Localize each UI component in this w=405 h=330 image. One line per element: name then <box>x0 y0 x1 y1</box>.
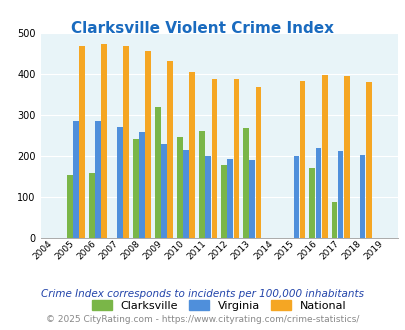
Bar <box>89 173 94 238</box>
Bar <box>183 149 189 238</box>
Bar <box>227 159 232 238</box>
Bar <box>139 132 145 238</box>
Bar <box>73 121 79 238</box>
Bar <box>67 175 72 238</box>
Bar <box>299 81 305 238</box>
Bar <box>101 44 107 238</box>
Bar <box>255 87 261 238</box>
Text: Clarksville Violent Crime Index: Clarksville Violent Crime Index <box>71 21 334 36</box>
Bar <box>321 75 327 238</box>
Bar <box>205 156 211 238</box>
Bar <box>243 128 248 238</box>
Legend: Clarksville, Virginia, National: Clarksville, Virginia, National <box>92 300 346 311</box>
Bar <box>249 160 254 238</box>
Bar <box>177 137 182 238</box>
Bar <box>331 202 337 238</box>
Bar <box>359 155 364 238</box>
Bar <box>117 127 123 238</box>
Bar <box>221 165 226 238</box>
Bar <box>95 121 100 238</box>
Bar <box>189 72 195 238</box>
Bar <box>337 151 343 238</box>
Bar <box>315 148 320 238</box>
Bar <box>211 79 217 238</box>
Bar <box>133 139 139 238</box>
Text: Crime Index corresponds to incidents per 100,000 inhabitants: Crime Index corresponds to incidents per… <box>41 289 364 299</box>
Bar <box>365 82 371 238</box>
Bar <box>343 76 349 238</box>
Bar <box>199 131 205 238</box>
Bar <box>293 156 298 238</box>
Bar <box>167 61 173 238</box>
Bar <box>155 107 160 238</box>
Bar <box>79 46 85 238</box>
Bar <box>233 79 239 238</box>
Bar <box>123 46 129 238</box>
Bar <box>309 168 314 238</box>
Text: © 2025 CityRating.com - https://www.cityrating.com/crime-statistics/: © 2025 CityRating.com - https://www.city… <box>46 315 359 324</box>
Bar <box>161 144 166 238</box>
Bar <box>145 51 151 238</box>
